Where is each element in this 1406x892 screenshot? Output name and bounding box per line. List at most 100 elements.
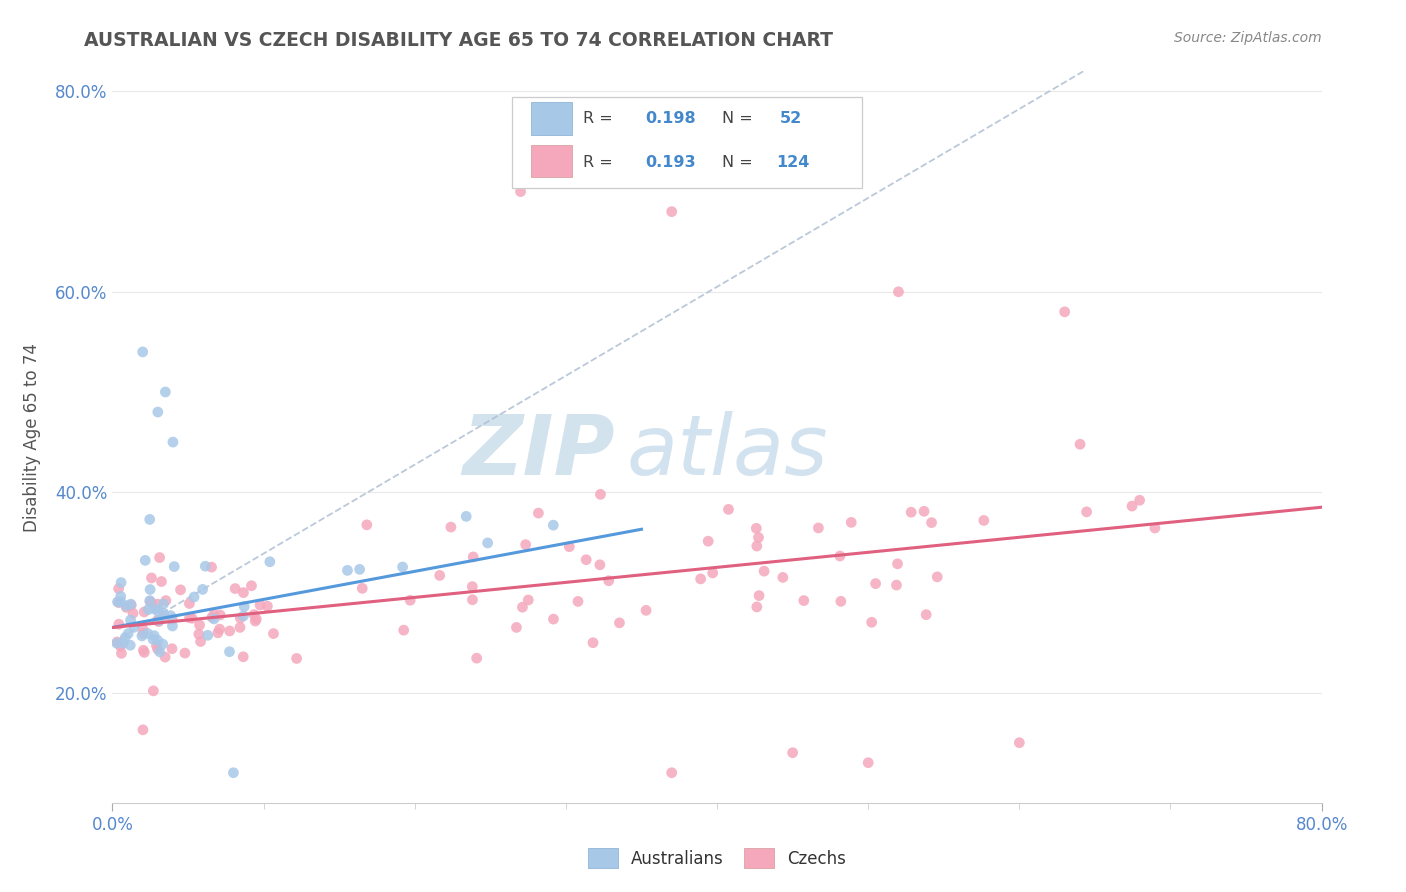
Point [122, 607, 145, 621]
Point [120, 598, 142, 612]
Point [229, 611, 252, 625]
Point [856, 756, 880, 770]
Point [429, 568, 451, 582]
Point [456, 509, 478, 524]
Point [112, 636, 135, 650]
FancyBboxPatch shape [531, 103, 572, 135]
Point [229, 620, 252, 634]
Point [1076, 505, 1098, 519]
Point [689, 572, 711, 586]
Point [240, 579, 263, 593]
Point [440, 520, 463, 534]
Point [179, 597, 201, 611]
Point [745, 599, 768, 614]
Point [139, 593, 162, 607]
Point [132, 345, 155, 359]
Point [110, 590, 132, 604]
Point [191, 582, 214, 597]
Point [136, 626, 159, 640]
Point [463, 549, 485, 564]
Point [392, 623, 415, 637]
Point [747, 531, 769, 545]
Point [391, 560, 413, 574]
Point [860, 615, 883, 630]
Point [285, 651, 308, 665]
Point [160, 641, 183, 656]
Point [152, 597, 174, 611]
Point [245, 612, 267, 626]
Point [105, 636, 128, 650]
Point [218, 624, 240, 638]
Point [110, 640, 132, 654]
Point [152, 607, 174, 621]
Point [146, 633, 169, 648]
Point [142, 683, 165, 698]
Point [356, 517, 378, 532]
Point [1008, 736, 1031, 750]
Point [194, 559, 217, 574]
Point [915, 607, 938, 622]
Point [752, 564, 775, 578]
Point [609, 615, 631, 630]
Point [107, 582, 129, 596]
Point [139, 582, 162, 597]
Point [141, 571, 163, 585]
Point [543, 518, 565, 533]
Point [1053, 305, 1076, 319]
Point [115, 600, 138, 615]
Point [160, 612, 183, 626]
Point [336, 563, 359, 577]
Point [973, 513, 995, 527]
Point [155, 593, 177, 607]
Point [461, 580, 484, 594]
Point [134, 605, 156, 619]
Point [543, 612, 565, 626]
Point [107, 595, 129, 609]
Point [886, 557, 908, 571]
Point [149, 550, 172, 565]
Text: N =: N = [721, 155, 758, 170]
Point [120, 613, 142, 627]
Point [117, 626, 139, 640]
Point [782, 746, 804, 760]
Point [208, 622, 231, 636]
Point [155, 384, 177, 399]
Point [148, 614, 170, 628]
Point [772, 570, 794, 584]
Point [115, 599, 138, 613]
Point [399, 593, 422, 607]
Point [512, 600, 534, 615]
Point [589, 558, 612, 572]
Point [887, 285, 910, 299]
Point [159, 608, 181, 623]
Point [148, 615, 170, 629]
Point [134, 645, 156, 659]
Point [120, 638, 142, 652]
Point [163, 559, 186, 574]
Point [150, 574, 173, 589]
Point [143, 629, 166, 643]
Point [188, 618, 211, 632]
Point [1069, 437, 1091, 451]
Point [921, 516, 943, 530]
Point [222, 765, 245, 780]
Point [477, 536, 499, 550]
Point [132, 723, 155, 737]
Point [146, 597, 169, 611]
Point [149, 645, 172, 659]
Point [132, 643, 155, 657]
Text: R =: R = [583, 111, 617, 126]
Point [558, 540, 581, 554]
Point [839, 516, 862, 530]
Point [582, 636, 605, 650]
Point [146, 642, 169, 657]
Point [142, 632, 165, 647]
Point [138, 512, 160, 526]
Point [152, 637, 174, 651]
Point [139, 595, 162, 609]
Point [120, 597, 142, 611]
Point [110, 595, 132, 609]
Point [249, 598, 271, 612]
Point [1143, 521, 1166, 535]
Point [748, 589, 770, 603]
